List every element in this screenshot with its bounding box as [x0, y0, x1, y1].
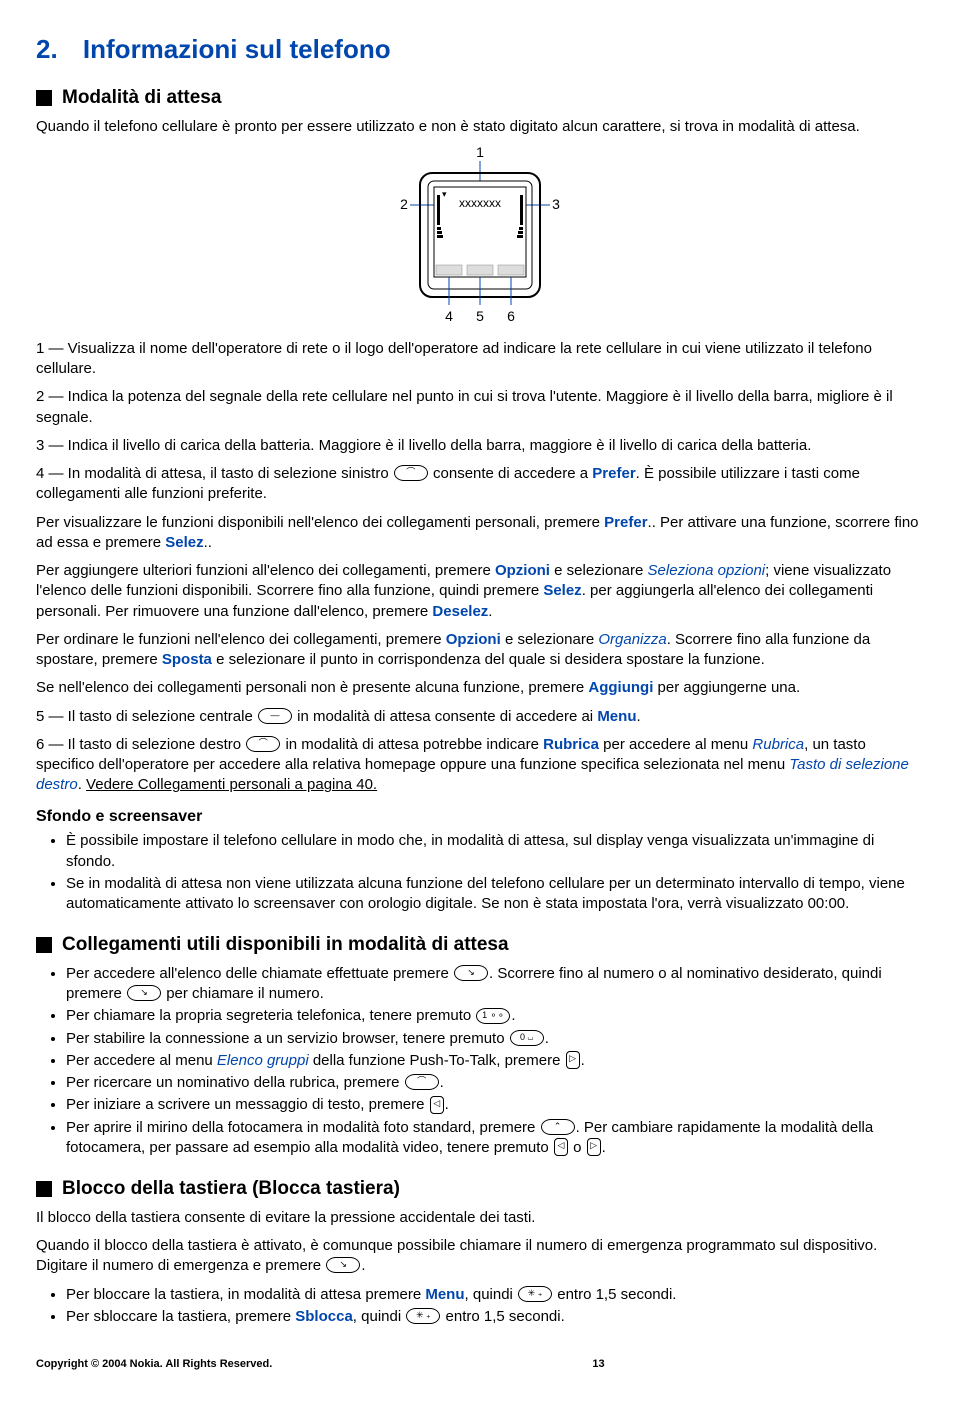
section-bullet-icon	[36, 90, 52, 106]
svg-text:3: 3	[552, 196, 560, 212]
call-key-icon: ↘	[326, 1257, 360, 1273]
nav-right-icon: ▷	[566, 1051, 580, 1069]
nav-left-icon: ◁	[430, 1096, 444, 1114]
sub-sfondo: Sfondo e screensaver	[36, 806, 924, 828]
item-5: 5 — Il tasto di selezione centrale — in …	[36, 707, 924, 727]
section-title-text: Blocco della tastiera (Blocca tastiera)	[62, 1176, 400, 1202]
list-item: Per chiamare la propria segreteria telef…	[66, 1006, 924, 1026]
svg-text:6: 6	[507, 308, 515, 324]
cross-reference-link[interactable]: Vedere Collegamenti personali a pagina 4…	[86, 776, 377, 793]
sfondo-list: È possibile impostare il telefono cellul…	[36, 831, 924, 914]
svg-text:▾: ▾	[442, 189, 447, 199]
section-title-text: Modalità di attesa	[62, 85, 221, 111]
list-item: Per sbloccare la tastiera, premere Sbloc…	[66, 1307, 924, 1327]
list-item: È possibile impostare il telefono cellul…	[66, 831, 924, 872]
section-title-text: Collegamenti utili disponibili in modali…	[62, 932, 509, 958]
list-item: Per stabilire la connessione a un serviz…	[66, 1029, 924, 1049]
keylock-p2: Quando il blocco della tastiera è attiva…	[36, 1236, 924, 1277]
list-item: Per accedere all'elenco delle chiamate e…	[66, 964, 924, 1005]
svg-text:2: 2	[400, 196, 408, 212]
item-2: 2 — Indica la potenza del segnale della …	[36, 387, 924, 428]
item-4: 4 — In modalità di attesa, il tasto di s…	[36, 464, 924, 505]
svg-text:xxxxxxx: xxxxxxx	[459, 196, 501, 210]
svg-text:5: 5	[476, 308, 484, 324]
softkey-center-icon: —	[258, 708, 292, 724]
paragraph-aggiungi: Se nell'elenco dei collegamenti personal…	[36, 678, 924, 698]
list-item: Per aprire il mirino della fotocamera in…	[66, 1118, 924, 1159]
chapter-title-text: Informazioni sul telefono	[83, 34, 391, 64]
nav-right-icon: ▷	[587, 1138, 601, 1156]
phone-screen-diagram: 1 2 3 xxxxxxx ▾ 4 5 6	[370, 145, 590, 335]
nav-up-icon: ⌃	[541, 1119, 575, 1135]
shortcuts-list: Per accedere all'elenco delle chiamate e…	[36, 964, 924, 1158]
item-1: 1 — Visualizza il nome dell'operatore di…	[36, 339, 924, 380]
page-footer: Copyright © 2004 Nokia. All Rights Reser…	[36, 1357, 924, 1372]
key-1-icon: 1 ⚬⚬	[476, 1008, 510, 1024]
key-star-icon: ✳ ₊	[518, 1286, 552, 1302]
svg-text:4: 4	[445, 308, 453, 324]
paragraph-prefer: Per visualizzare le funzioni disponibili…	[36, 513, 924, 554]
softkey-right-icon: ⌒	[246, 736, 280, 752]
call-key-icon: ↘	[127, 985, 161, 1001]
softkey-right-icon: ⌒	[405, 1074, 439, 1090]
section-collegamenti: Collegamenti utili disponibili in modali…	[36, 932, 924, 958]
nav-left-icon: ◁	[554, 1138, 568, 1156]
list-item: Se in modalità di attesa non viene utili…	[66, 874, 924, 915]
key-star-icon: ✳ ₊	[406, 1308, 440, 1324]
call-key-icon: ↘	[454, 965, 488, 981]
list-item: Per bloccare la tastiera, in modalità di…	[66, 1285, 924, 1305]
list-item: Per iniziare a scrivere un messaggio di …	[66, 1095, 924, 1115]
list-item: Per ricercare un nominativo della rubric…	[66, 1073, 924, 1093]
svg-text:1: 1	[476, 145, 484, 160]
keylock-list: Per bloccare la tastiera, in modalità di…	[36, 1285, 924, 1328]
item-3: 3 — Indica il livello di carica della ba…	[36, 436, 924, 456]
intro-paragraph: Quando il telefono cellulare è pronto pe…	[36, 117, 924, 137]
copyright-text: Copyright © 2004 Nokia. All Rights Reser…	[36, 1357, 272, 1372]
paragraph-opzioni: Per aggiungere ulteriori funzioni all'el…	[36, 561, 924, 622]
page-number: 13	[592, 1357, 604, 1372]
section-bullet-icon	[36, 937, 52, 953]
item-6: 6 — Il tasto di selezione destro ⌒ in mo…	[36, 735, 924, 796]
keyword-prefer: Prefer	[592, 465, 635, 482]
section-standby: Modalità di attesa	[36, 85, 924, 111]
chapter-number: 2.	[36, 34, 58, 64]
chapter-title: 2. Informazioni sul telefono	[36, 32, 924, 67]
softkey-left-icon: ⌒	[394, 465, 428, 481]
section-bullet-icon	[36, 1181, 52, 1197]
keylock-p1: Il blocco della tastiera consente di evi…	[36, 1208, 924, 1228]
paragraph-ordina: Per ordinare le funzioni nell'elenco dei…	[36, 630, 924, 671]
section-keylock: Blocco della tastiera (Blocca tastiera)	[36, 1176, 924, 1202]
key-0-icon: 0 ⏘	[510, 1030, 544, 1046]
list-item: Per accedere al menu Elenco gruppi della…	[66, 1051, 924, 1071]
